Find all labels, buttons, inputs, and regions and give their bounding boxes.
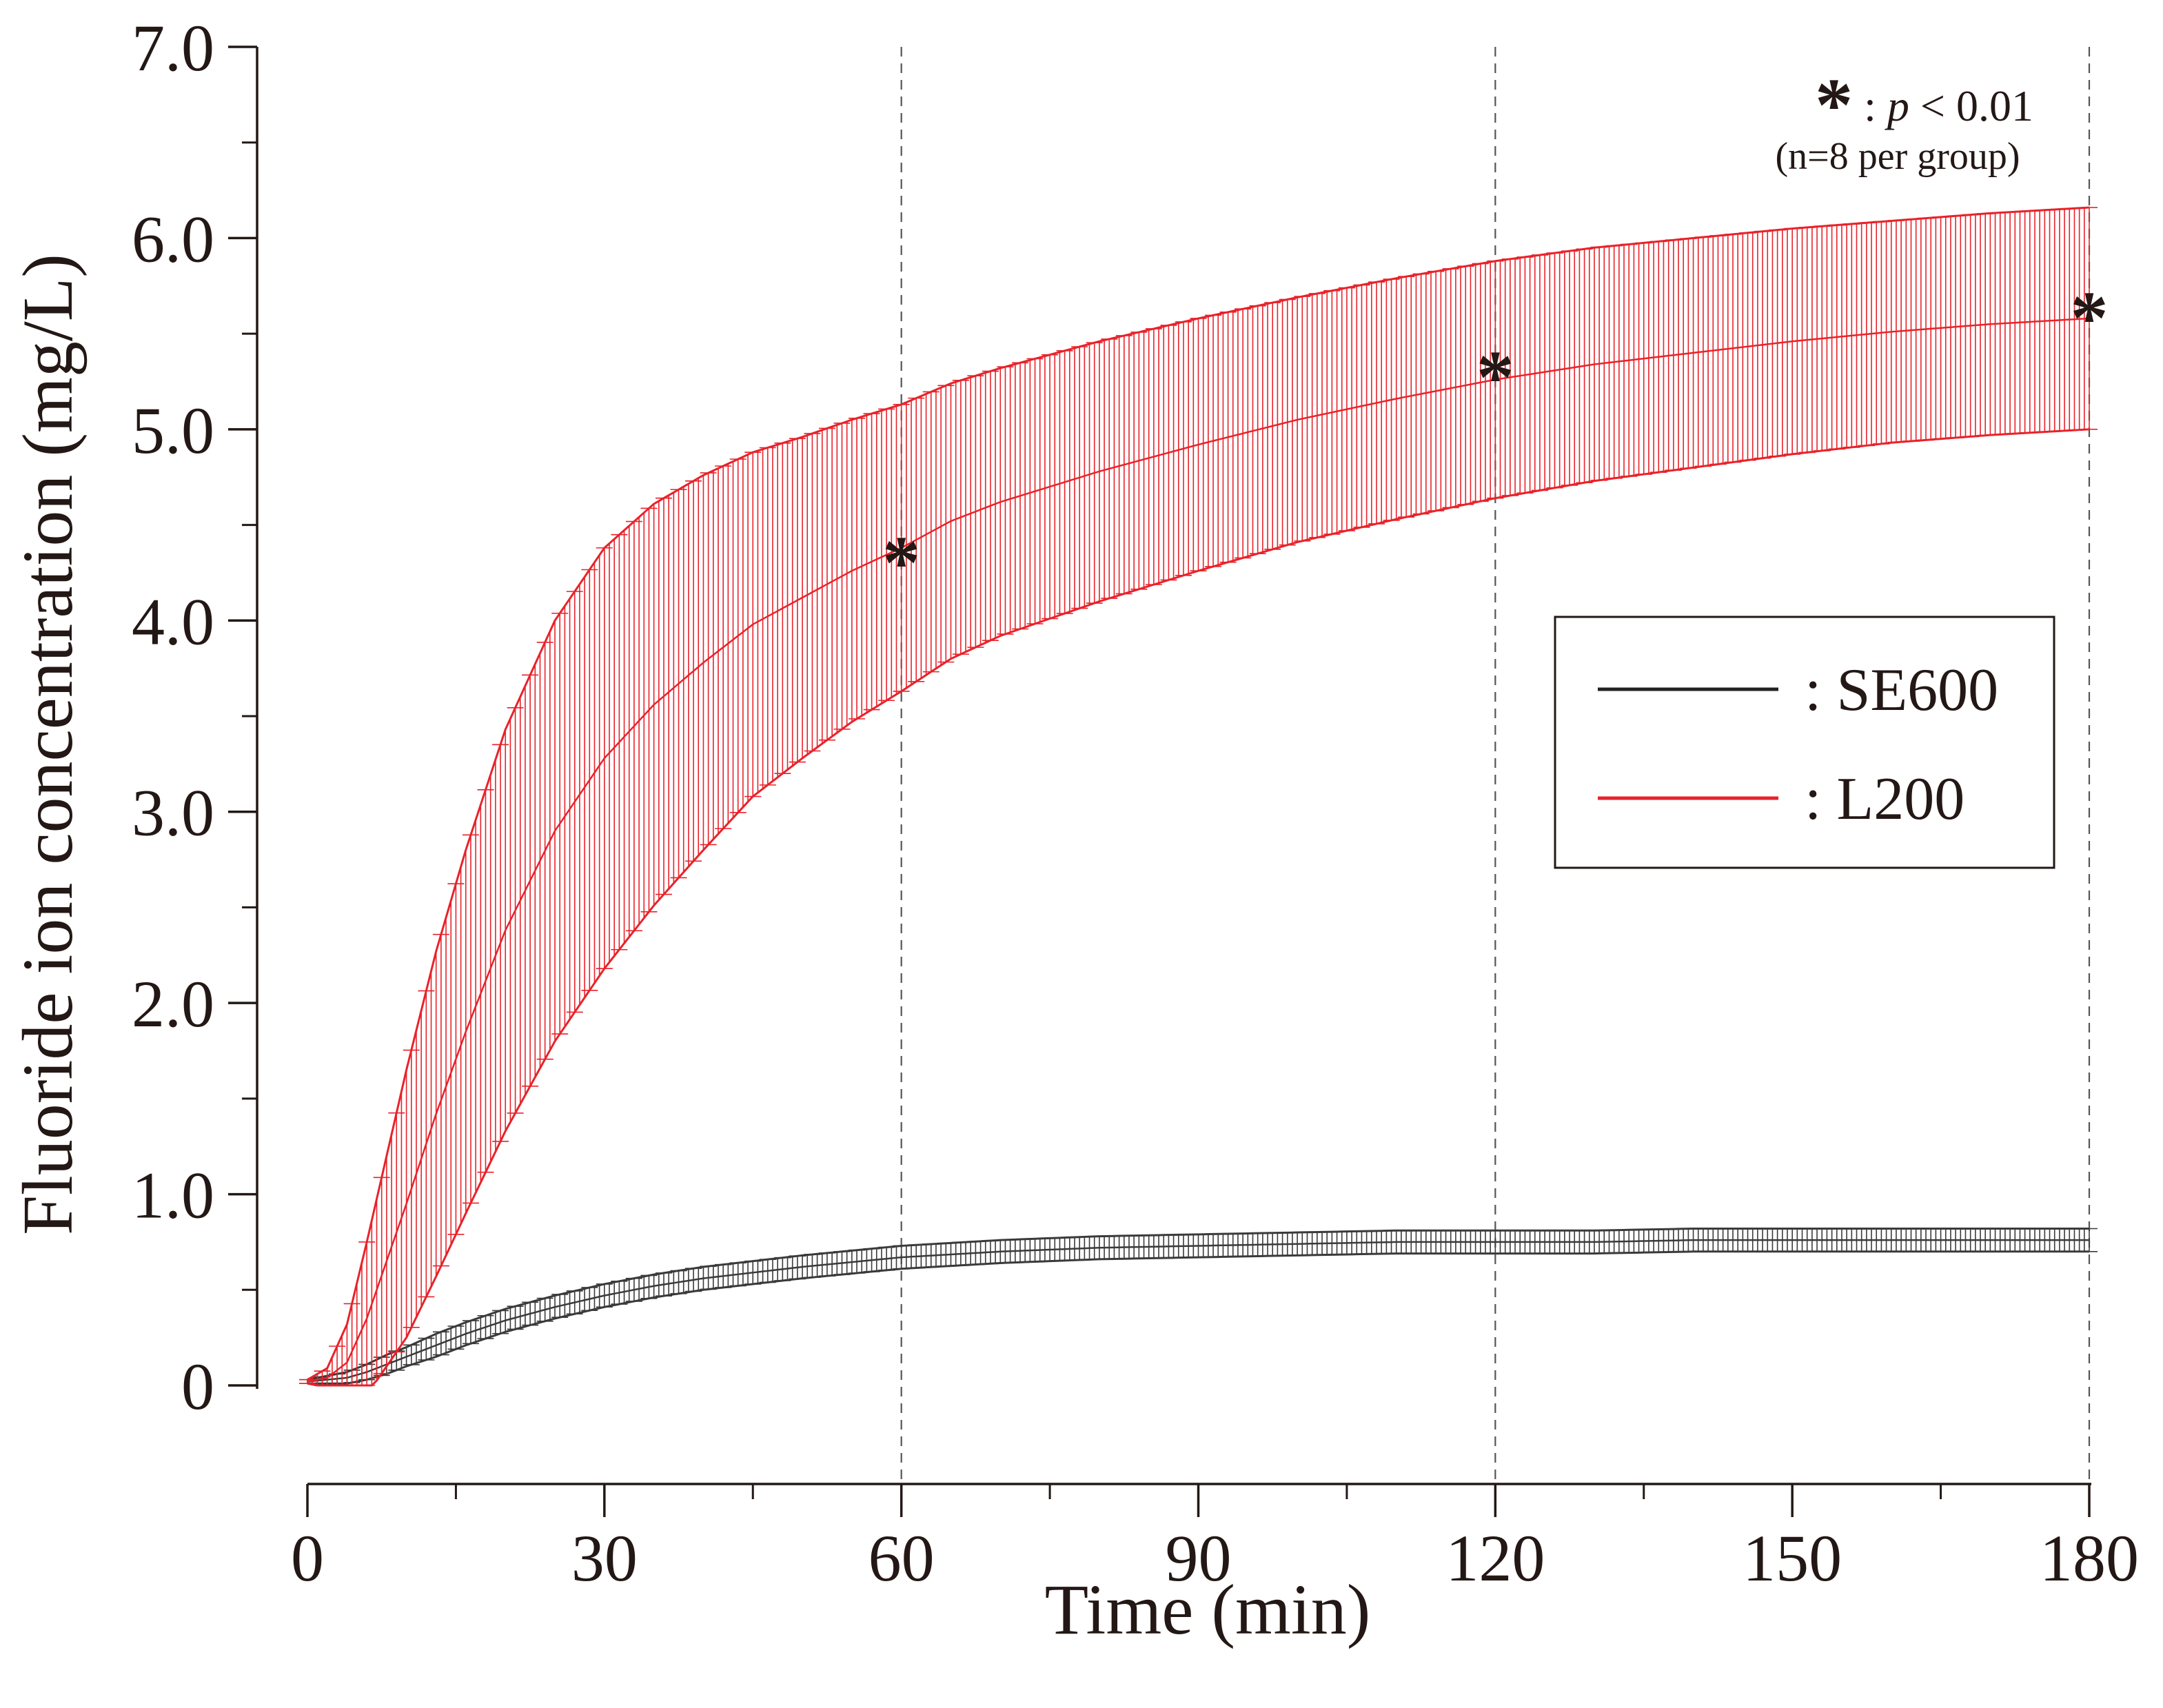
y-tick-label: 7.0 [132,11,214,85]
x-tick-label: 0 [291,1521,324,1595]
significance-note: * : p < 0.01 [1815,63,2033,147]
x-tick-label: 150 [1743,1521,1842,1595]
lower-envelope-se600 [307,1252,2089,1383]
y-tick-label: 3.0 [132,776,214,850]
significance-note-threshold: < 0.01 [1909,81,2033,130]
series-se600 [299,1229,2098,1384]
y-axis-title: Fluoride ion concentration (mg/L) [8,254,88,1235]
legend: : SE600 : L200 [1555,617,2054,868]
significance-note-p: p [1885,81,1909,130]
y-tick-label: 6.0 [132,202,214,276]
significance-asterisk: * [2071,276,2109,360]
y-tick-label: 2.0 [132,967,214,1041]
significance-note-marker: * [1815,63,1853,147]
x-tick-label: 30 [571,1521,638,1595]
significance-note-separator: : [1853,81,1887,130]
legend-label-l200: : L200 [1805,766,1964,833]
y-tick-label: 1.0 [132,1159,214,1232]
x-tick-label: 120 [1445,1521,1545,1595]
significance-asterisk: * [1476,335,1514,419]
y-tick-label: 4.0 [132,584,214,658]
x-tick-label: 180 [2040,1521,2139,1595]
y-tick-label: 0 [181,1350,214,1423]
y-tick-label: 5.0 [132,394,214,467]
legend-label-se600: : SE600 [1805,657,1998,724]
significance-asterisk: * [882,520,920,604]
x-tick-label: 60 [869,1521,935,1595]
y-axis-ticks: 0 1.0 2.0 3.0 4.0 5.0 6.0 7.0 [132,11,257,1423]
x-axis-title: Time (min) [1045,1570,1371,1649]
sample-size-note: (n=8 per group) [1775,135,2020,178]
